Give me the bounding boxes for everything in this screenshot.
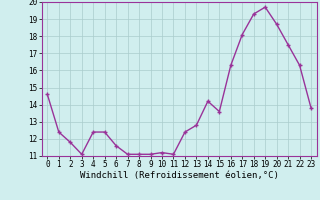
X-axis label: Windchill (Refroidissement éolien,°C): Windchill (Refroidissement éolien,°C) [80, 171, 279, 180]
